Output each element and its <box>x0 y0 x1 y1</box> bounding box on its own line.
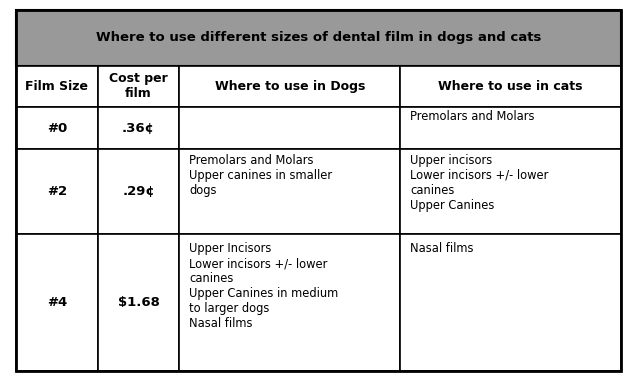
Bar <box>400 107 621 149</box>
Text: .36¢: .36¢ <box>122 122 155 134</box>
Bar <box>97 149 180 234</box>
Text: #4: #4 <box>47 296 67 309</box>
Text: Cost per
film: Cost per film <box>109 72 168 101</box>
Bar <box>180 66 400 107</box>
Text: $1.68: $1.68 <box>118 296 159 309</box>
Text: Where to use in Dogs: Where to use in Dogs <box>215 80 365 93</box>
Bar <box>97 66 180 107</box>
Text: Where to use in cats: Where to use in cats <box>438 80 583 93</box>
Bar <box>97 234 180 371</box>
Text: .29¢: .29¢ <box>122 185 155 198</box>
Bar <box>97 107 180 149</box>
Bar <box>180 149 400 234</box>
Bar <box>16 66 97 107</box>
Text: #2: #2 <box>47 185 67 198</box>
Bar <box>16 107 97 149</box>
Text: Upper Incisors
Lower incisors +/- lower
canines
Upper Canines in medium
to large: Upper Incisors Lower incisors +/- lower … <box>189 242 338 330</box>
Text: Premolars and Molars
Upper canines in smaller
dogs: Premolars and Molars Upper canines in sm… <box>189 154 333 197</box>
Text: Upper incisors
Lower incisors +/- lower
canines
Upper Canines: Upper incisors Lower incisors +/- lower … <box>410 154 548 212</box>
Bar <box>400 234 621 371</box>
Bar <box>400 66 621 107</box>
Bar <box>16 149 97 234</box>
Text: Film Size: Film Size <box>25 80 89 93</box>
Bar <box>400 149 621 234</box>
Bar <box>180 234 400 371</box>
Text: Premolars and Molars: Premolars and Molars <box>410 110 534 123</box>
Bar <box>16 234 97 371</box>
Text: Where to use different sizes of dental film in dogs and cats: Where to use different sizes of dental f… <box>96 31 541 44</box>
Bar <box>180 107 400 149</box>
Text: Nasal films: Nasal films <box>410 242 474 255</box>
Bar <box>16 10 621 66</box>
Text: #0: #0 <box>47 122 67 134</box>
